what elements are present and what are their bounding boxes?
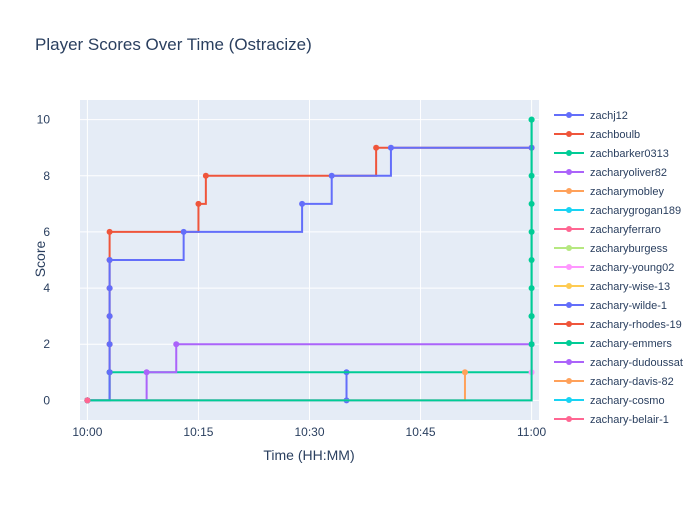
- legend-label: zacharymobley: [590, 186, 664, 198]
- legend-item[interactable]: zachary-young02: [554, 262, 674, 274]
- series-line: [87, 146, 532, 402]
- legend-swatch-marker: [566, 207, 572, 213]
- legend-label: zachary-davis-82: [590, 376, 674, 388]
- data-point: [528, 285, 535, 292]
- y-tick-label: 4: [43, 281, 50, 295]
- legend-swatch-marker: [566, 226, 572, 232]
- legend-label: zachboulb: [590, 129, 640, 141]
- x-tick-label: 10:00: [72, 425, 102, 439]
- legend-swatch-marker: [566, 302, 572, 308]
- x-tick-label: 10:30: [294, 425, 324, 439]
- x-tick-label: 10:45: [406, 425, 436, 439]
- data-point: [461, 369, 468, 376]
- legend-label: zachj12: [590, 110, 628, 122]
- data-point: [195, 200, 202, 207]
- legend-item[interactable]: zacharygrogan189: [554, 205, 681, 217]
- legend-item[interactable]: zachary-wise-13: [554, 281, 670, 293]
- legend-item[interactable]: zachboulb: [554, 129, 640, 141]
- legend-item[interactable]: zacharyferraro: [554, 224, 661, 236]
- data-point: [106, 313, 113, 320]
- data-point: [528, 313, 535, 320]
- legend-item[interactable]: zacharyburgess: [554, 243, 668, 255]
- tick-labels: 0 2 4 6 8 10 10:00 10:15 10:30 10:45 11:00: [37, 113, 547, 439]
- x-axis-title: Time (HH:MM): [263, 447, 354, 463]
- data-point: [106, 257, 113, 263]
- legend-item[interactable]: zachbarker0313: [554, 148, 669, 160]
- legend-item[interactable]: zachj12: [554, 110, 628, 122]
- legend: zachj12 zachboulb zachbarker0313 zacharyoli…: [554, 110, 683, 426]
- chart-title: Player Scores Over Time (Ostracize): [35, 35, 312, 54]
- legend-swatch-marker: [566, 359, 572, 365]
- y-tick-label: 0: [43, 393, 50, 407]
- legend-label: zachary-wilde-1: [590, 300, 667, 312]
- y-tick-label: 10: [37, 113, 51, 127]
- data-point: [528, 172, 535, 179]
- legend-item[interactable]: zachary-rhodes-19: [554, 319, 682, 331]
- legend-item[interactable]: zachary-dudoussat: [554, 357, 683, 369]
- series-layer: [84, 116, 535, 404]
- y-tick-label: 2: [43, 337, 50, 351]
- legend-swatch-marker: [566, 283, 572, 289]
- legend-label: zacharyburgess: [590, 243, 668, 255]
- data-point: [299, 200, 306, 207]
- legend-item[interactable]: zachary-emmers: [554, 338, 672, 350]
- legend-swatch-marker: [566, 169, 572, 175]
- legend-swatch-marker: [566, 378, 572, 384]
- legend-swatch-marker: [566, 131, 572, 137]
- data-point: [173, 341, 180, 348]
- data-point: [180, 228, 187, 235]
- data-point: [106, 341, 113, 348]
- y-axis-title: Score: [32, 241, 48, 278]
- legend-label: zachary-dudoussat: [590, 357, 683, 369]
- data-point: [373, 144, 380, 151]
- data-point: [106, 285, 113, 292]
- data-point: [202, 172, 209, 179]
- legend-swatch-marker: [566, 112, 572, 118]
- data-point: [143, 369, 150, 376]
- data-point: [106, 369, 113, 376]
- legend-label: zachary-rhodes-19: [590, 319, 682, 331]
- legend-swatch-marker: [566, 264, 572, 270]
- legend-swatch-marker: [566, 321, 572, 327]
- data-point: [106, 228, 113, 235]
- legend-label: zacharygrogan189: [590, 205, 681, 217]
- legend-item[interactable]: zacharyoliver82: [554, 167, 667, 179]
- data-point: [528, 341, 535, 348]
- legend-label: zachary-cosmo: [590, 395, 665, 407]
- legend-swatch-marker: [566, 150, 572, 156]
- legend-label: zachary-emmers: [590, 338, 672, 350]
- legend-item[interactable]: zachary-belair-1: [554, 414, 669, 426]
- legend-label: zachary-young02: [590, 262, 674, 274]
- data-point: [328, 172, 335, 179]
- y-tick-label: 6: [43, 225, 50, 239]
- legend-swatch-marker: [566, 340, 572, 346]
- legend-label: zacharyoliver82: [590, 167, 667, 179]
- legend-label: zacharyferraro: [590, 224, 661, 236]
- legend-label: zachary-wise-13: [590, 281, 670, 293]
- legend-item[interactable]: zachary-davis-82: [554, 376, 674, 388]
- legend-swatch-marker: [566, 416, 572, 422]
- legend-swatch-marker: [566, 188, 572, 194]
- data-point: [84, 397, 91, 404]
- legend-label: zachbarker0313: [590, 148, 669, 160]
- data-point: [387, 144, 394, 151]
- data-point: [528, 116, 535, 123]
- legend-item[interactable]: zacharymobley: [554, 186, 664, 198]
- x-tick-label: 10:15: [183, 425, 213, 439]
- legend-swatch-marker: [566, 397, 572, 403]
- x-tick-label: 11:00: [517, 425, 546, 439]
- y-tick-label: 8: [43, 169, 50, 183]
- legend-item[interactable]: zachary-wilde-1: [554, 300, 667, 312]
- legend-item[interactable]: zachary-cosmo: [554, 395, 665, 407]
- legend-swatch-marker: [566, 245, 572, 251]
- series-zachary-belair-1: [84, 397, 91, 404]
- legend-label: zachary-belair-1: [590, 414, 669, 426]
